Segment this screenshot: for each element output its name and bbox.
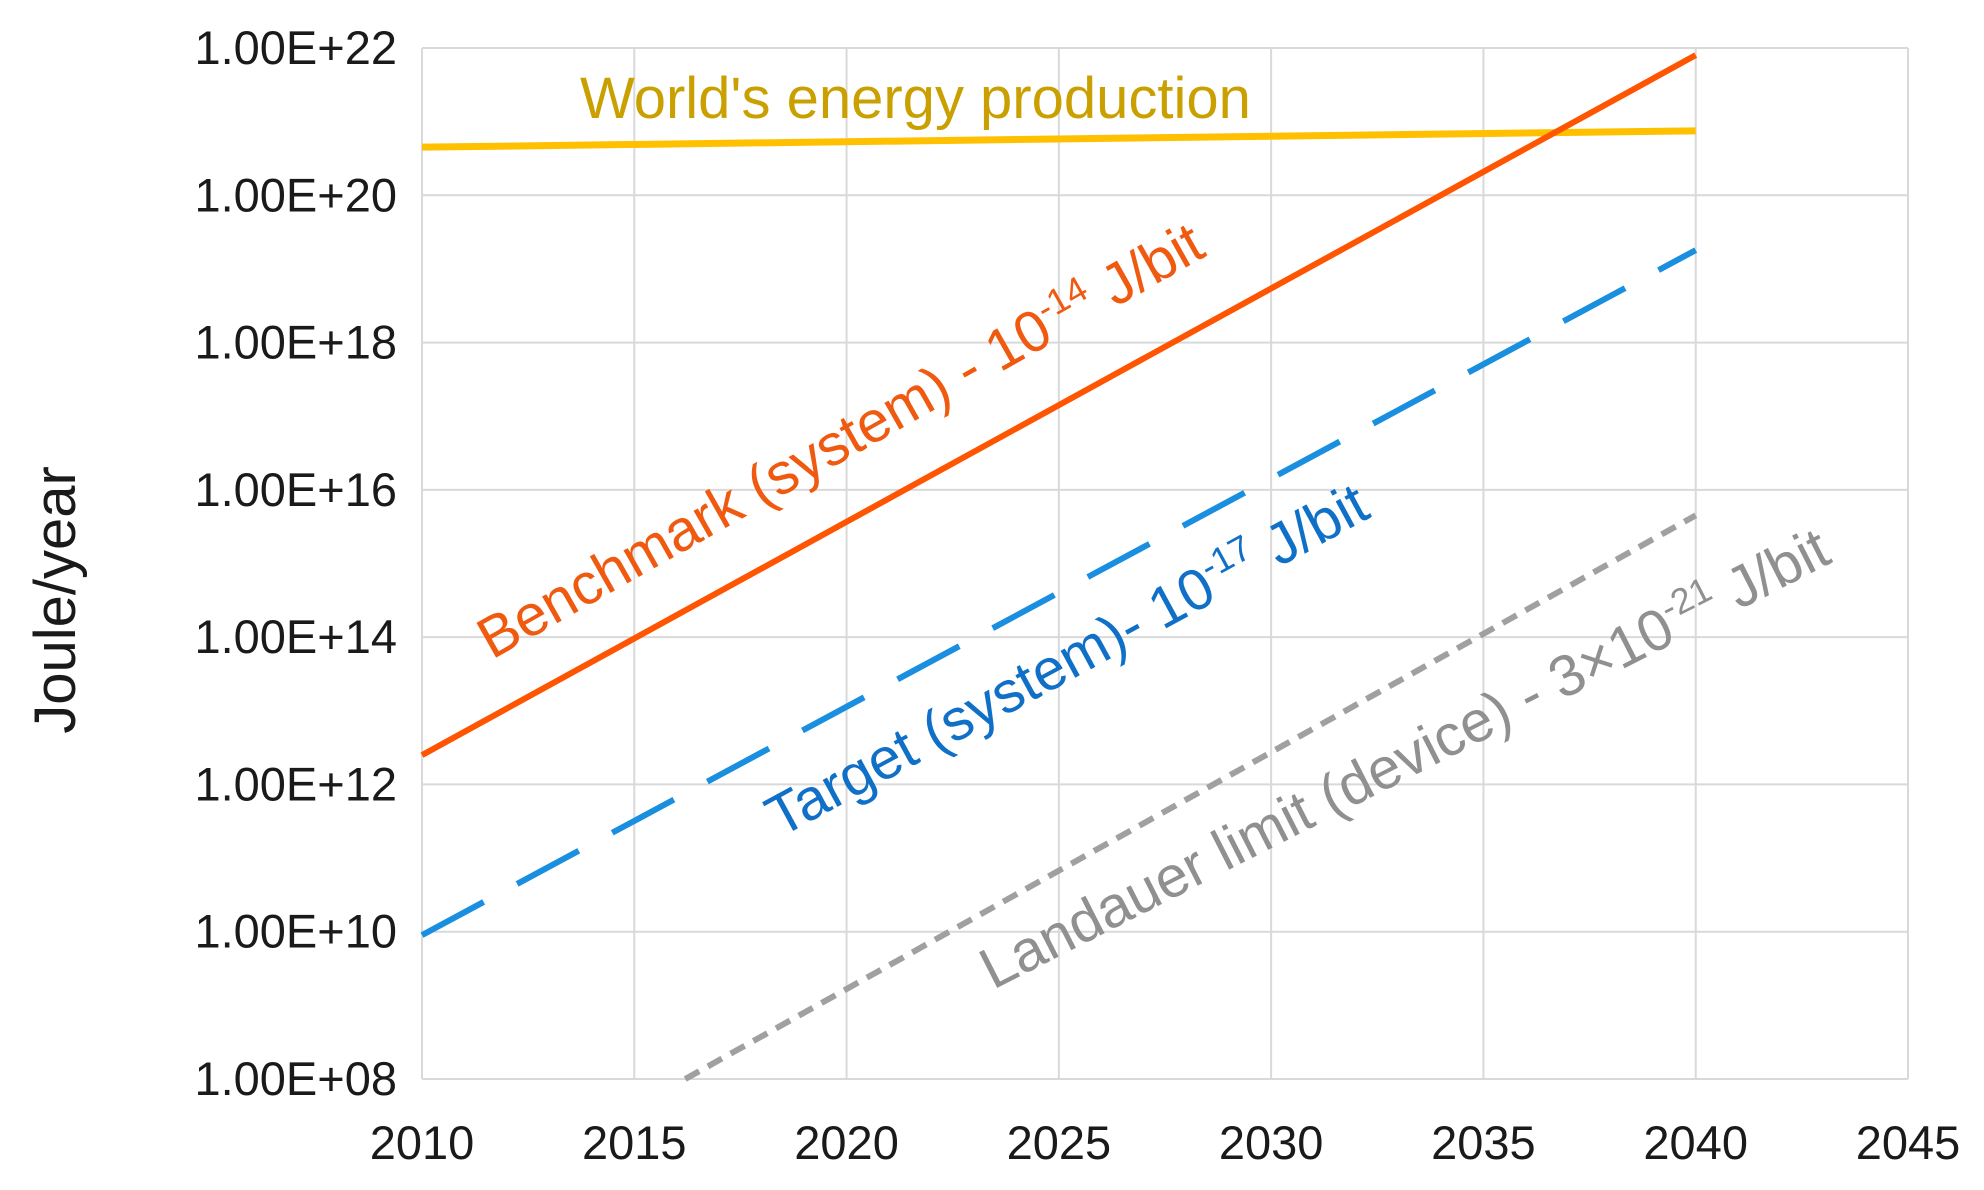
y-tick-label: 1.00E+16	[194, 463, 397, 516]
x-tick-label: 2030	[1219, 1116, 1324, 1169]
x-tick-label: 2035	[1431, 1116, 1536, 1169]
y-tick-label: 1.00E+22	[194, 21, 397, 74]
benchmark-line	[420, 52, 1698, 758]
x-tick-label: 2020	[794, 1116, 899, 1169]
x-tick-label: 2045	[1856, 1116, 1961, 1169]
target-line	[420, 247, 1698, 938]
landauer-label: Landauer limit (device) - 3×10-21 J/bit	[968, 513, 1839, 1002]
y-tick-label: 1.00E+18	[194, 316, 397, 369]
series-lines	[420, 52, 1698, 1082]
x-tick-label: 2040	[1643, 1116, 1748, 1169]
series-labels: World's energy production Benchmark (syst…	[465, 66, 1839, 1002]
x-axis-ticks: 2010 2015 2020 2025 2030 2035 2040 2045	[370, 1116, 1961, 1169]
world-energy-label: World's energy production	[580, 66, 1251, 131]
x-tick-label: 2015	[582, 1116, 687, 1169]
landauer-line	[683, 512, 1698, 1082]
x-tick-label: 2025	[1007, 1116, 1112, 1169]
y-axis-ticks: 1.00E+08 1.00E+10 1.00E+12 1.00E+14 1.00E+16…	[194, 21, 397, 1105]
y-tick-label: 1.00E+08	[194, 1052, 397, 1105]
benchmark-label: Benchmark (system) - 10-14 J/bit	[465, 207, 1214, 671]
x-tick-label: 2010	[370, 1116, 475, 1169]
y-tick-label: 1.00E+10	[194, 905, 397, 958]
grid	[421, 47, 1909, 1080]
y-tick-label: 1.00E+20	[194, 168, 397, 221]
y-axis-label: Joule/year	[23, 466, 88, 734]
world-energy-line	[421, 127, 1696, 151]
y-tick-label: 1.00E+14	[194, 610, 397, 663]
y-tick-label: 1.00E+12	[194, 757, 397, 810]
